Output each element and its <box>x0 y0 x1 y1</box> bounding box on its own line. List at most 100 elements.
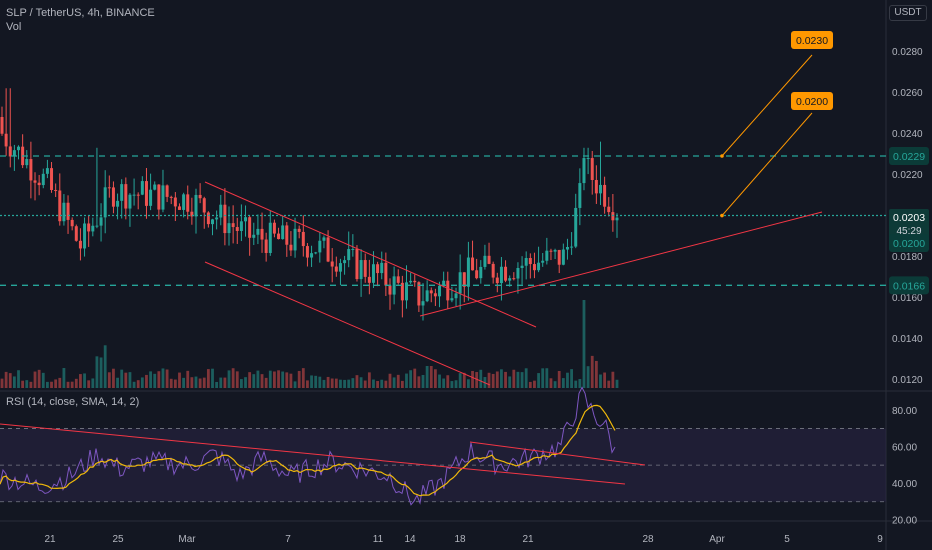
volume-bar <box>372 379 375 388</box>
volume-bar <box>215 381 219 388</box>
price-tick-label: 0.0280 <box>892 47 923 58</box>
volume-bar <box>219 377 223 388</box>
level-mid-label-bg[interactable] <box>889 234 929 252</box>
volume-bar <box>268 370 272 388</box>
target-arrow-line[interactable] <box>721 112 813 216</box>
volume-bar <box>50 381 53 388</box>
volume-bar <box>149 371 152 388</box>
last-price-badge-bg[interactable] <box>889 209 929 239</box>
volume-bar <box>561 378 565 388</box>
candle-body <box>541 260 545 263</box>
volume-bar <box>339 379 342 388</box>
volume-bar <box>429 366 433 388</box>
volume-bar <box>458 373 462 388</box>
rsi-ma-line[interactable] <box>0 404 616 497</box>
level-mid-label[interactable]: 0.0200 <box>893 238 925 250</box>
candle-body <box>91 225 95 232</box>
volume-bar <box>273 371 276 388</box>
level-high-label-bg[interactable] <box>889 147 929 165</box>
candle-body <box>293 228 297 251</box>
volume-bar <box>12 376 16 388</box>
target-label-1-bg[interactable] <box>791 31 833 49</box>
price-tick-label: 0.0240 <box>892 129 923 140</box>
symbol-title[interactable]: SLP / TetherUS, 4h, BINANCE <box>6 7 155 19</box>
candle-body <box>384 262 388 286</box>
volume-bar <box>582 300 586 388</box>
candle-body <box>157 184 161 210</box>
candle-body <box>239 221 243 231</box>
volume-bar <box>594 360 598 388</box>
candle-body <box>425 290 429 302</box>
candle-body <box>268 222 272 253</box>
candle-body <box>99 217 103 226</box>
rsi-trendline[interactable] <box>469 441 646 466</box>
candle-body <box>206 212 210 225</box>
volume-bar <box>186 370 190 388</box>
volume-bar <box>487 372 491 388</box>
candle-body <box>194 194 198 217</box>
time-tick-label: 25 <box>112 534 124 545</box>
currency-button[interactable]: USDT <box>889 5 927 21</box>
volume-bar <box>314 375 318 388</box>
target-label-2[interactable]: 0.0200 <box>796 96 828 108</box>
candle-body <box>442 280 446 286</box>
volume-bar <box>603 372 607 388</box>
volume-bar <box>239 379 243 388</box>
candle-body <box>499 266 503 284</box>
candle-body <box>532 264 536 271</box>
level-low-label-bg[interactable] <box>889 276 929 295</box>
candle-body <box>611 212 615 221</box>
candle-body <box>409 280 413 283</box>
candle-body <box>330 261 334 267</box>
volume-bar <box>120 369 124 388</box>
target-arrow-line[interactable] <box>721 54 813 157</box>
volume-bar <box>615 379 619 388</box>
candle-body <box>285 225 289 245</box>
candle-body <box>400 282 404 301</box>
countdown-label[interactable]: 45:29 <box>896 226 921 237</box>
candle-body <box>272 222 276 234</box>
volume-bar <box>351 378 355 388</box>
candle-body <box>508 278 512 281</box>
target-label-2-bg[interactable] <box>791 92 833 110</box>
candle-series <box>0 88 619 321</box>
target-label-1[interactable]: 0.0230 <box>796 35 828 47</box>
time-tick-label: 21 <box>522 534 534 545</box>
volume-bar <box>289 373 293 388</box>
volume-bar <box>400 380 404 388</box>
volume-label[interactable]: Vol <box>6 21 22 33</box>
candle-body <box>322 237 326 241</box>
rsi-trendline[interactable] <box>0 423 626 485</box>
trendline[interactable] <box>204 181 537 328</box>
rsi-tick-label: 60.00 <box>892 442 917 453</box>
volume-bar <box>136 380 140 388</box>
time-tick-label: 21 <box>44 534 56 545</box>
candle-body <box>487 255 491 264</box>
price-tick-label: 0.0220 <box>892 170 923 181</box>
candle-body <box>95 225 99 227</box>
rsi-legend[interactable]: RSI (14, close, SMA, 14, 2) <box>6 396 140 408</box>
last-price-label[interactable]: 0.0203 <box>893 212 925 224</box>
candle-body <box>289 244 293 251</box>
volume-bar <box>533 380 536 388</box>
candle-body <box>256 228 260 235</box>
candle-body <box>305 246 309 258</box>
volume-bar <box>41 372 45 388</box>
volume-bar <box>491 373 495 388</box>
trendline[interactable] <box>204 261 491 386</box>
candle-body <box>524 258 528 266</box>
candle-body <box>132 194 136 196</box>
rsi-line[interactable] <box>0 386 616 506</box>
candle-body <box>458 272 462 294</box>
level-high-label[interactable]: 0.0229 <box>893 151 925 163</box>
level-low-label[interactable]: 0.0166 <box>893 280 925 292</box>
trendline[interactable] <box>419 211 823 317</box>
time-tick-label: Mar <box>178 534 196 545</box>
volume-bar <box>363 380 367 388</box>
volume-bar <box>301 368 305 388</box>
volume-bar <box>524 368 528 388</box>
candle-body <box>590 158 594 180</box>
candle-body <box>58 190 62 222</box>
